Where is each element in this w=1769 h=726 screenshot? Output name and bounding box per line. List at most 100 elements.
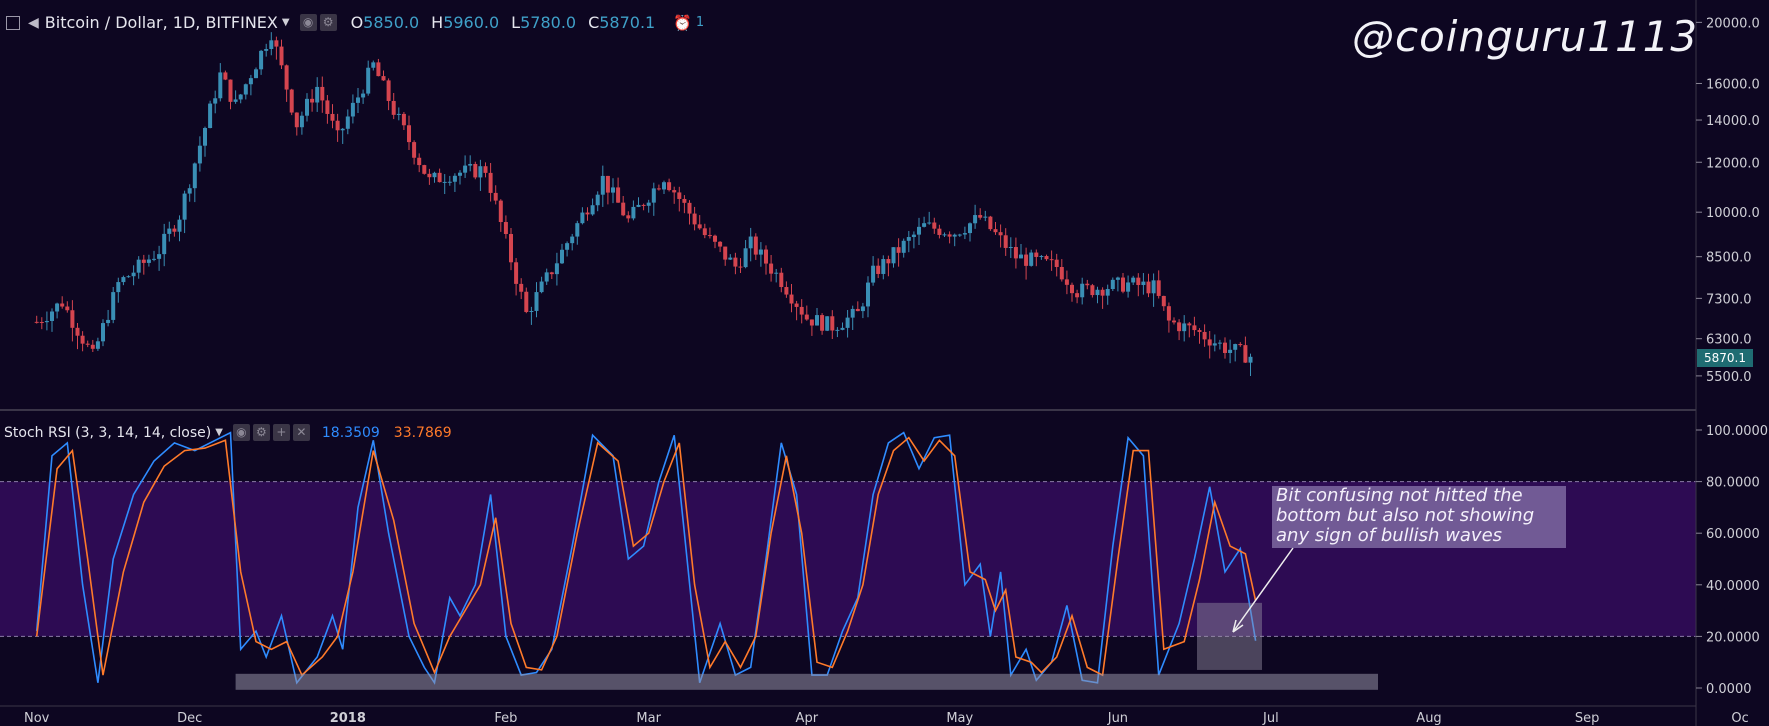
candle-body bbox=[850, 308, 855, 318]
collapse-icon[interactable] bbox=[6, 15, 20, 30]
close-label: C bbox=[588, 13, 600, 32]
high-label: H bbox=[431, 13, 444, 32]
candle-body bbox=[1034, 252, 1039, 257]
candle-body bbox=[922, 223, 927, 227]
candle-body bbox=[1166, 306, 1171, 321]
stoch-tick-label: 0.0000 bbox=[1706, 682, 1752, 697]
oversold-highlight-bar bbox=[235, 673, 1379, 690]
candle-body bbox=[855, 308, 860, 312]
candle-body bbox=[631, 206, 636, 219]
close-icon[interactable]: ✕ bbox=[292, 424, 310, 441]
candle-body bbox=[1059, 266, 1064, 280]
candle-body bbox=[1064, 279, 1069, 285]
candle-body bbox=[1223, 342, 1227, 353]
low-label: L bbox=[511, 13, 521, 32]
candle-body bbox=[264, 49, 269, 51]
candle-body bbox=[44, 320, 49, 323]
candle-body bbox=[1243, 345, 1248, 363]
candle-body bbox=[917, 226, 921, 235]
favorite-icon[interactable]: ◀ bbox=[28, 14, 39, 31]
last-price-tag: 5870.1 bbox=[1697, 349, 1753, 368]
candle-body bbox=[978, 215, 983, 218]
candle-body bbox=[677, 192, 682, 199]
candle-body bbox=[1187, 323, 1192, 326]
candle-body bbox=[1110, 279, 1115, 290]
candle-body bbox=[1197, 330, 1202, 332]
candle-body bbox=[1238, 344, 1243, 346]
candle-body bbox=[259, 50, 264, 70]
candle-body bbox=[840, 327, 845, 330]
candle-body bbox=[860, 306, 865, 312]
candle-body bbox=[815, 315, 819, 326]
candle-body bbox=[447, 181, 452, 183]
candle-body bbox=[1212, 343, 1217, 346]
gear-icon[interactable]: ⚙ bbox=[319, 14, 337, 31]
candle-body bbox=[968, 223, 972, 234]
candle-body bbox=[50, 311, 54, 321]
stoch-axis[interactable]: 100.0000 80.0000 60.0000 40.0000 20.0000 0.00… bbox=[1696, 424, 1768, 697]
candle-body bbox=[575, 223, 580, 237]
candle-body bbox=[529, 310, 534, 312]
candle-body bbox=[371, 62, 376, 68]
candle-body bbox=[702, 228, 707, 236]
candle-body bbox=[692, 213, 697, 225]
current-value-highlight-box bbox=[1197, 602, 1262, 670]
candle-body bbox=[1207, 339, 1212, 346]
drawing-overlays bbox=[235, 547, 1379, 690]
candle-body bbox=[651, 188, 656, 203]
price-tick-label: 10000.0 bbox=[1706, 206, 1760, 221]
candle-body bbox=[549, 272, 554, 275]
candle-body bbox=[1192, 325, 1197, 331]
stoch-tick-label: 100.0000 bbox=[1706, 424, 1768, 439]
price-axis[interactable]: 20000.0 16000.0 14000.0 12000.0 10000.0 8500.… bbox=[1696, 16, 1760, 385]
candle-body bbox=[973, 215, 978, 224]
candle-body bbox=[1146, 281, 1151, 294]
candle-body bbox=[952, 234, 957, 237]
gear-icon[interactable]: ⚙ bbox=[252, 424, 270, 441]
candle-body bbox=[1085, 283, 1090, 286]
candle-body bbox=[432, 172, 437, 178]
candle-body bbox=[799, 306, 804, 315]
candle-body bbox=[427, 173, 432, 178]
candle-body bbox=[55, 303, 60, 312]
eye-icon[interactable]: ◉ bbox=[232, 424, 250, 441]
candle-body bbox=[243, 84, 248, 95]
candle-body bbox=[335, 120, 340, 131]
candle-body bbox=[718, 241, 723, 247]
alarm-clock-icon[interactable]: ⏰ bbox=[673, 13, 692, 32]
candle-body bbox=[396, 113, 401, 115]
time-axis[interactable]: Nov Dec 2018 Feb Mar Apr May Jun Jul Aug Sep Oc bbox=[0, 705, 1749, 726]
candle-body bbox=[386, 80, 391, 101]
chevron-down-icon[interactable]: ▼ bbox=[281, 17, 290, 28]
candle-body bbox=[381, 76, 386, 81]
candle-body bbox=[713, 235, 717, 242]
candle-body bbox=[1151, 280, 1156, 294]
candle-body bbox=[565, 243, 570, 250]
stoch-tick-label: 80.0000 bbox=[1706, 476, 1760, 491]
time-tick-label: Aug bbox=[1416, 711, 1441, 726]
stoch-tick-label: 60.0000 bbox=[1706, 527, 1760, 542]
candle-body bbox=[1136, 277, 1141, 286]
candle-body bbox=[203, 128, 207, 146]
candle-body bbox=[34, 321, 39, 323]
candle-body bbox=[1095, 289, 1100, 296]
candle-body bbox=[146, 259, 151, 263]
candle-body bbox=[514, 262, 519, 284]
price-tick-label: 6300.0 bbox=[1706, 333, 1752, 348]
candle-body bbox=[758, 249, 763, 255]
high-value: 5960.0 bbox=[443, 13, 500, 32]
candle-body bbox=[616, 187, 621, 203]
candle-body bbox=[932, 222, 937, 229]
plus-icon[interactable]: + bbox=[272, 424, 290, 441]
candle-body bbox=[213, 98, 218, 104]
eye-icon[interactable]: ◉ bbox=[299, 14, 317, 31]
candle-body bbox=[789, 294, 794, 304]
indicator-title[interactable]: Stoch RSI (3, 3, 14, 14, close) bbox=[4, 424, 212, 441]
symbol-title[interactable]: Bitcoin / Dollar, 1D, BITFINEX bbox=[44, 13, 278, 32]
chevron-down-icon[interactable]: ▼ bbox=[215, 427, 223, 438]
candle-body bbox=[1044, 256, 1049, 260]
candle-body bbox=[361, 93, 366, 98]
candle-body bbox=[728, 257, 733, 260]
candle-body bbox=[539, 281, 544, 293]
